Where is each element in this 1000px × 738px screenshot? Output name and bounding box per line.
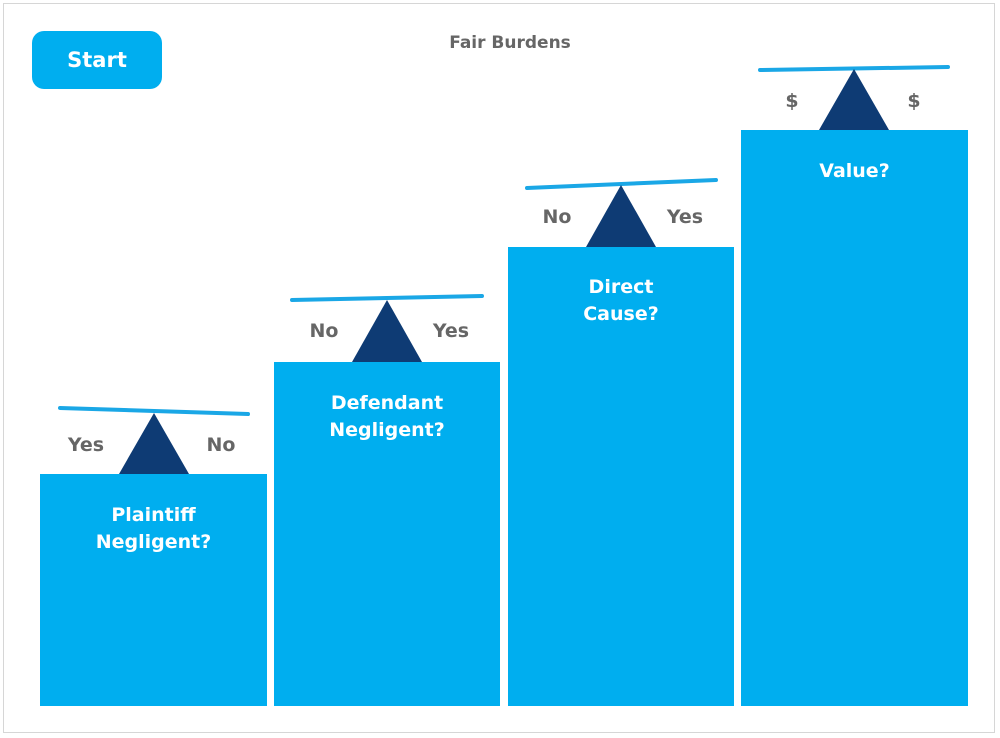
fulcrum-triangle-4	[819, 69, 889, 130]
step3-left-label: No	[542, 206, 572, 228]
step2-label-line1: Defendant	[330, 392, 444, 414]
step2-left-label: No	[309, 320, 339, 342]
step1-label-line1: Plaintiff	[111, 504, 196, 526]
scale-beam-3	[525, 178, 718, 190]
step-block-value[interactable]	[741, 130, 968, 706]
page-title: Fair Burdens	[449, 33, 571, 53]
fulcrum-triangle-3	[586, 185, 656, 247]
step2-label-line2: Negligent?	[329, 419, 445, 441]
fulcrum-triangle-1	[119, 413, 189, 474]
scale-beam-4	[758, 65, 950, 72]
step4-left-label: $	[785, 90, 799, 112]
step2-right-label: Yes	[432, 320, 470, 342]
scale-beam-2	[290, 294, 484, 302]
step1-right-label: No	[206, 434, 236, 456]
step2-label: Defendant Negligent?	[274, 390, 500, 444]
step3-right-label: Yes	[666, 206, 704, 228]
step-block-direct-cause[interactable]	[508, 247, 734, 706]
step-block-plaintiff-negligent[interactable]	[40, 474, 267, 706]
step4-label-line1: Value?	[819, 160, 890, 182]
step4-right-label: $	[907, 90, 921, 112]
step3-label-line1: Direct	[588, 276, 654, 298]
scale-beam-1	[58, 406, 250, 416]
step3-label-line2: Cause?	[583, 303, 659, 325]
step1-label: Plaintiff Negligent?	[40, 502, 267, 556]
start-button[interactable]: Start	[32, 31, 162, 89]
step1-left-label: Yes	[67, 434, 105, 456]
step4-label: Value?	[741, 158, 968, 185]
step1-label-line2: Negligent?	[95, 531, 212, 553]
step3-label: Direct Cause?	[508, 274, 734, 328]
step-block-defendant-negligent[interactable]	[274, 362, 500, 706]
fulcrum-triangle-2	[352, 300, 422, 362]
